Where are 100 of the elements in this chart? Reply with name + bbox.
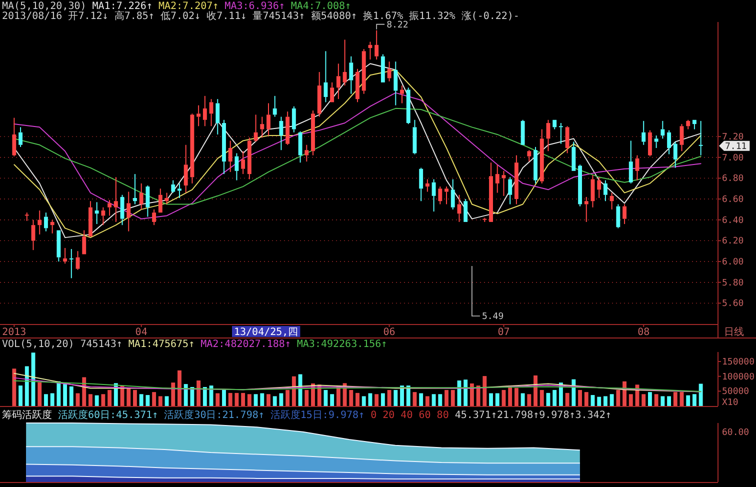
candlestick xyxy=(578,164,582,207)
candlestick xyxy=(139,182,144,210)
bar xyxy=(286,390,290,406)
bar xyxy=(50,393,54,406)
bar xyxy=(234,392,239,406)
bar xyxy=(184,384,188,406)
candlestick xyxy=(610,192,614,210)
bar xyxy=(565,392,570,406)
candlestick xyxy=(660,120,665,140)
bar xyxy=(266,394,270,406)
bar xyxy=(362,396,366,406)
bar xyxy=(597,396,602,406)
bar xyxy=(126,388,131,406)
bar xyxy=(114,383,118,406)
text: MA(5,10,20,30) xyxy=(2,1,86,12)
bar xyxy=(660,396,665,406)
candlestick xyxy=(133,174,137,205)
candlestick xyxy=(534,146,538,184)
candlestick xyxy=(419,167,424,202)
bar xyxy=(202,387,207,406)
candlestick xyxy=(272,95,277,118)
x-tick-label: 06 xyxy=(383,327,396,338)
bar xyxy=(540,390,544,406)
bar xyxy=(76,393,80,406)
candlestick xyxy=(260,116,264,138)
bar xyxy=(260,393,264,406)
y-tick-label: 6.80 xyxy=(722,174,744,184)
bar xyxy=(108,390,112,406)
bar xyxy=(648,392,652,406)
text: MA3:6.936↑ xyxy=(224,1,285,12)
bar xyxy=(304,390,309,406)
candlestick xyxy=(457,194,462,222)
bar xyxy=(578,390,582,406)
bar xyxy=(406,386,410,406)
bar xyxy=(216,393,220,406)
text: MA1:7.226↑ xyxy=(92,1,152,12)
candlestick xyxy=(368,41,372,60)
text: MA1:475675↑ xyxy=(128,339,195,350)
candlestick xyxy=(349,56,354,94)
candlestick xyxy=(146,184,150,218)
bar xyxy=(698,384,703,406)
text: MA2:7.207↑ xyxy=(158,1,219,12)
line-series xyxy=(14,92,702,220)
bar xyxy=(673,392,678,406)
candlestick xyxy=(286,111,290,146)
text: 活跃度15日:9.978↑ xyxy=(270,409,365,421)
candlestick xyxy=(63,247,68,264)
bar xyxy=(380,393,385,406)
bar xyxy=(158,396,162,406)
candlestick xyxy=(152,208,156,226)
candlestick xyxy=(412,119,417,155)
text: MA2:482027.188↑ xyxy=(200,339,291,350)
candlestick xyxy=(597,176,602,198)
text: MA4:7.008↑ xyxy=(290,1,352,12)
candlestick xyxy=(50,219,54,234)
candlestick xyxy=(374,30,379,60)
x-tick-label: 2013 xyxy=(2,327,26,338)
candlestick xyxy=(222,119,226,175)
text: VOL(5,10,20) xyxy=(2,339,74,350)
y-tick-label: 6.60 xyxy=(722,195,744,206)
candlestick xyxy=(558,122,563,144)
bar xyxy=(82,377,86,406)
annotation: 2013/08/16 开7.12↓ 高7.85↑ 低7.02↓ 收7.11↓ 量745143↑ 额54080↑ 换1.67% 振11.32% 涨(-0.22)- xyxy=(2,10,520,22)
bar xyxy=(69,386,74,406)
bar xyxy=(450,390,455,406)
candlestick xyxy=(108,200,112,216)
candlestick xyxy=(184,144,188,194)
candlestick xyxy=(101,206,106,226)
bar xyxy=(610,394,614,406)
bar xyxy=(38,382,42,406)
bar xyxy=(628,394,633,406)
bar xyxy=(368,393,372,406)
bar xyxy=(279,393,284,406)
candlestick xyxy=(495,164,500,194)
y-tick-label: 7.00 xyxy=(722,153,744,164)
candlestick xyxy=(667,130,672,155)
line-series xyxy=(14,108,702,205)
y-tick-label: 6.00 xyxy=(722,258,744,268)
bar xyxy=(419,393,424,406)
bar xyxy=(692,394,696,406)
candlestick xyxy=(603,180,608,202)
bar xyxy=(12,368,16,406)
text: 745143↑ xyxy=(80,339,122,350)
bar xyxy=(667,396,672,406)
bar xyxy=(324,390,328,406)
candlestick xyxy=(648,130,652,157)
candlestick xyxy=(247,137,252,180)
candlestick xyxy=(126,191,131,232)
text: 0 20 40 60 80 xyxy=(370,410,449,421)
bar xyxy=(387,390,392,406)
bar xyxy=(222,390,226,406)
candlestick xyxy=(686,119,690,130)
bar xyxy=(432,394,436,406)
candlestick xyxy=(202,95,207,127)
bar xyxy=(654,394,658,406)
bar xyxy=(228,392,232,406)
candlestick xyxy=(304,144,309,162)
candlestick xyxy=(336,63,340,100)
candlestick xyxy=(216,98,220,135)
candlestick xyxy=(114,176,118,222)
